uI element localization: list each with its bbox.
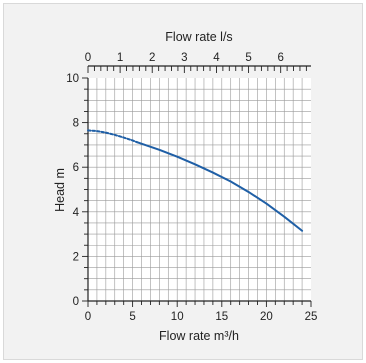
y-tick-label: 4 [73, 207, 80, 219]
pump-curve-solid [136, 141, 304, 232]
x-tick-label: 5 [129, 311, 135, 323]
x2-tick-label: 6 [277, 52, 283, 64]
pump-curve-dashed [87, 129, 139, 144]
x-tick-label: 15 [215, 311, 228, 323]
x-tick-label: 25 [305, 311, 318, 323]
x2-tick-label: 3 [181, 52, 187, 64]
grid [88, 78, 311, 301]
tick-labels: 0 5 10 15 20 25 0 2 4 6 8 10 0 1 2 3 4 5 6 [66, 52, 317, 323]
y-tick-label: 8 [73, 118, 79, 130]
x-axis-label: Flow rate m³/h [159, 329, 239, 343]
x-tick-label: 10 [171, 311, 184, 323]
axes [82, 65, 312, 307]
x-tick-label: 0 [85, 311, 91, 323]
y-tick-label: 0 [73, 296, 79, 308]
x2-tick-label: 4 [213, 52, 220, 64]
y-tick-label: 10 [66, 73, 79, 85]
x2-tick-label: 2 [149, 52, 155, 64]
x2-axis-label: Flow rate l/s [165, 30, 232, 44]
x2-tick-label: 5 [245, 52, 251, 64]
x-tick-label: 20 [260, 311, 273, 323]
x2-tick-label: 0 [85, 52, 91, 64]
x2-tick-label: 1 [117, 52, 123, 64]
y-tick-label: 6 [73, 162, 79, 174]
y-axis-label: Head m [53, 168, 67, 212]
y-tick-label: 2 [73, 251, 79, 263]
curves [87, 129, 304, 232]
